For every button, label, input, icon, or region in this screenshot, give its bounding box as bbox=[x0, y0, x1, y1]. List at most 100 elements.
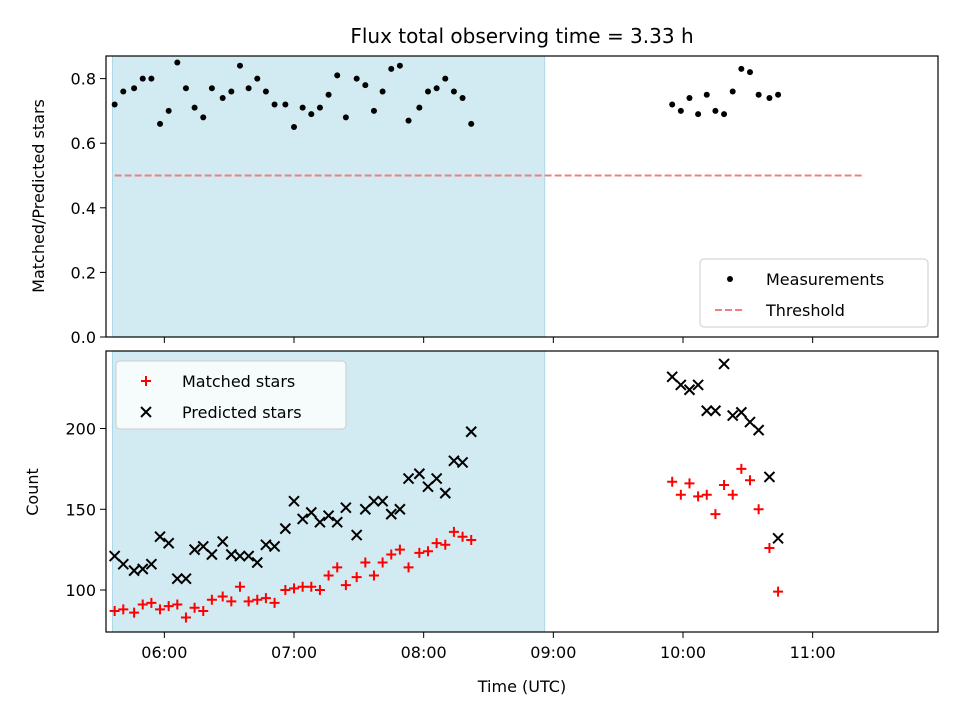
bottom-point-plus bbox=[155, 604, 166, 615]
bottom-point-plus bbox=[332, 562, 343, 573]
bottom-point-plus bbox=[118, 604, 129, 615]
bottom-point-plus bbox=[736, 463, 747, 474]
bottom-point-plus bbox=[289, 583, 300, 594]
bottom-point-x bbox=[692, 379, 704, 391]
bottom-point-x bbox=[188, 543, 201, 556]
bottom-point-x bbox=[666, 371, 678, 383]
bottom-point-x bbox=[394, 503, 406, 515]
top-point-dot bbox=[738, 65, 745, 72]
bottom-point-plus bbox=[773, 586, 784, 597]
top-point-dot bbox=[468, 120, 475, 127]
bottom-point-x bbox=[359, 503, 372, 515]
bottom-point-plus bbox=[368, 570, 379, 581]
bottom-legend-marker-x bbox=[140, 406, 152, 418]
top-point-dot bbox=[139, 75, 146, 82]
top-point-dot bbox=[459, 94, 466, 101]
bottom-point-plus bbox=[727, 489, 738, 500]
top-point-dot bbox=[291, 124, 298, 131]
top-point-dot bbox=[254, 75, 261, 82]
top-point-dot bbox=[433, 85, 440, 92]
bottom-point-x bbox=[763, 471, 776, 483]
bottom-point-x bbox=[376, 495, 389, 507]
bottom-point-x bbox=[225, 548, 238, 561]
bottom-point-plus bbox=[180, 612, 191, 623]
top-legend: Measurements Threshold bbox=[699, 258, 929, 328]
top-point-dot bbox=[174, 59, 181, 66]
top-axes-frame bbox=[105, 55, 939, 338]
top-point-dot bbox=[746, 69, 753, 76]
bottom-point-x bbox=[448, 455, 460, 467]
bottom-point-plus bbox=[189, 602, 200, 613]
top-point-dot bbox=[686, 94, 693, 101]
bottom-point-plus bbox=[431, 538, 442, 549]
bottom-point-plus bbox=[269, 597, 280, 608]
bottom-point-x bbox=[385, 508, 397, 520]
top-point-dot bbox=[308, 111, 315, 118]
x-tick-label: 10:00 bbox=[660, 643, 706, 662]
bottom-point-x bbox=[772, 532, 784, 545]
bottom-point-x bbox=[413, 468, 426, 480]
x-tick-label: 08:00 bbox=[401, 643, 447, 662]
top-point-dot bbox=[396, 62, 403, 69]
bottom-point-plus bbox=[340, 580, 351, 591]
x-tick-label: 11:00 bbox=[790, 643, 836, 662]
bottom-point-x bbox=[340, 501, 352, 514]
bottom-point-x bbox=[322, 510, 335, 522]
bottom-point-plus bbox=[243, 596, 254, 607]
bottom-point-plus bbox=[323, 570, 334, 581]
bottom-point-x bbox=[752, 424, 765, 436]
bottom-point-plus bbox=[394, 544, 405, 555]
bottom-point-plus bbox=[360, 557, 371, 568]
top-legend-label: Measurements bbox=[766, 270, 884, 289]
top-point-dot bbox=[200, 114, 207, 121]
bottom-y-axis-label: Count bbox=[23, 468, 42, 516]
bottom-point-x bbox=[154, 531, 166, 543]
top-point-dot bbox=[442, 75, 449, 82]
top-point-dot bbox=[712, 107, 719, 114]
bottom-point-plus bbox=[109, 606, 120, 617]
bottom-point-plus bbox=[403, 562, 414, 573]
bottom-legend-marker-plus bbox=[141, 376, 151, 386]
bottom-y-tick-label: 100 bbox=[65, 581, 96, 600]
bottom-point-plus bbox=[260, 593, 271, 604]
top-point-dot bbox=[721, 111, 728, 118]
top-point-dot bbox=[695, 111, 702, 118]
bottom-point-plus bbox=[466, 534, 477, 545]
bottom-point-plus bbox=[234, 581, 245, 592]
bottom-point-x bbox=[128, 564, 140, 577]
bottom-point-x bbox=[726, 409, 739, 422]
bottom-point-x bbox=[171, 572, 184, 585]
bottom-point-x bbox=[675, 379, 687, 391]
bottom-point-x bbox=[744, 416, 756, 428]
top-point-dot bbox=[388, 65, 395, 72]
bottom-point-plus bbox=[306, 581, 317, 592]
bottom-point-x bbox=[701, 405, 713, 417]
bottom-point-x bbox=[735, 406, 748, 419]
top-y-axis-label: Matched/Predicted stars bbox=[29, 99, 48, 293]
top-point-dot bbox=[131, 85, 138, 92]
bottom-point-x bbox=[242, 550, 255, 562]
bottom-point-x bbox=[137, 563, 149, 575]
bottom-point-plus bbox=[314, 585, 325, 596]
bottom-point-plus bbox=[414, 547, 425, 558]
top-point-dot bbox=[362, 82, 369, 89]
top-point-dot bbox=[316, 104, 323, 111]
top-point-dot bbox=[334, 72, 341, 79]
bottom-point-plus bbox=[693, 491, 704, 502]
bottom-legend: Matched stars Predicted stars bbox=[115, 360, 347, 430]
top-point-dot bbox=[370, 107, 377, 114]
top-point-dot bbox=[766, 94, 773, 101]
bottom-point-plus bbox=[163, 601, 174, 612]
bottom-point-plus bbox=[764, 543, 775, 554]
bottom-point-x bbox=[145, 558, 158, 570]
top-y-tick-label: 0.0 bbox=[71, 328, 96, 347]
top-point-dot bbox=[353, 75, 360, 82]
bottom-point-x bbox=[709, 405, 722, 417]
top-point-dot bbox=[157, 120, 164, 127]
x-tick-label: 09:00 bbox=[530, 643, 576, 662]
bottom-point-x bbox=[260, 539, 272, 551]
bottom-series-plus bbox=[109, 463, 784, 623]
top-point-dot bbox=[405, 117, 412, 124]
x-axis-label: Time (UTC) bbox=[477, 677, 566, 696]
